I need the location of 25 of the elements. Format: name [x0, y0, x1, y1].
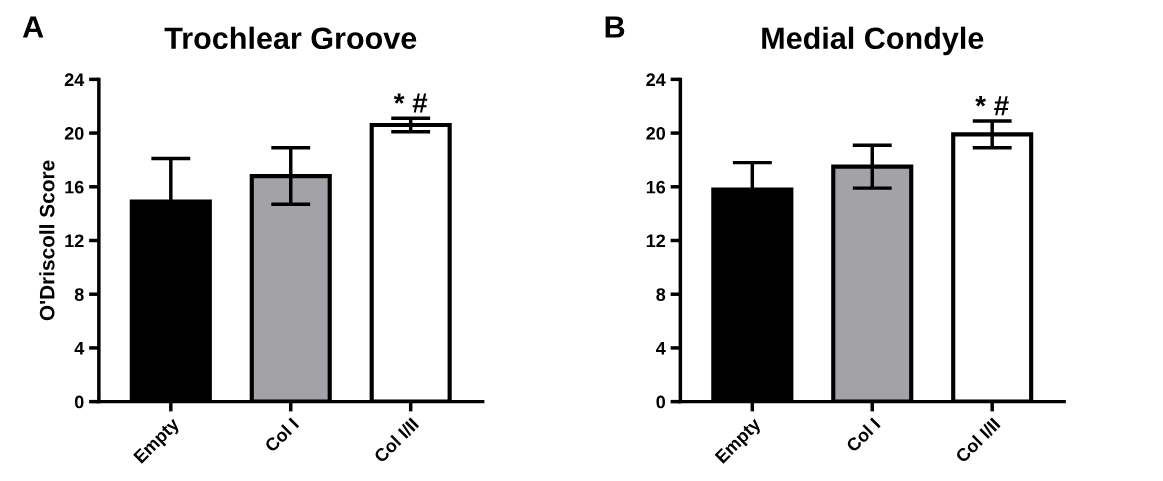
annotation: * # [975, 96, 1009, 116]
x-tick-label: Col I/II [372, 417, 420, 464]
y-tick-label: 8 [656, 288, 666, 301]
chart-title: Trochlear Groove [164, 26, 417, 50]
text: B [605, 16, 625, 38]
y-tick-label: 24 [646, 73, 666, 86]
chart-title: Medial Condyle [762, 26, 984, 56]
y-tick-label: 16 [65, 180, 84, 194]
y-tick-label: 4 [656, 342, 666, 355]
x-tick-label: Col I/II [954, 417, 1001, 464]
y-tick-label: 20 [646, 127, 666, 140]
x-tick-label: Col I [845, 417, 881, 453]
text: A [22, 16, 44, 38]
y-tick-label: 4 [74, 342, 85, 355]
y-axis-title: O'Driscoll Score [39, 160, 55, 321]
y-tick-label: 0 [656, 395, 666, 409]
y-tick-label: 0 [74, 395, 84, 409]
y-tick-label: 12 [646, 234, 666, 248]
annotation: * # [393, 93, 428, 113]
y-tick-label: 12 [65, 234, 84, 248]
x-tick-label: Col I [263, 417, 300, 453]
y-tick-label: 20 [64, 127, 84, 140]
y-tick-label: 24 [64, 73, 85, 86]
y-tick-label: 16 [646, 180, 666, 194]
y-tick-label: 8 [74, 288, 84, 301]
